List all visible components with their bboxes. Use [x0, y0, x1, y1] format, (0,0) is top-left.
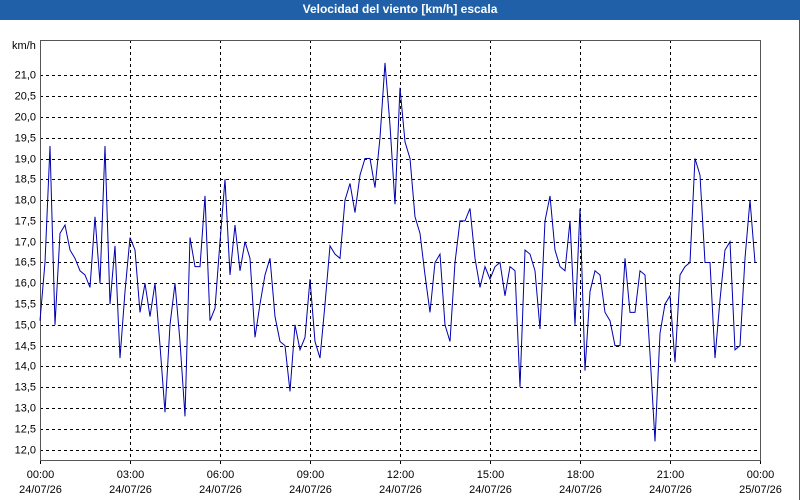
data-line — [39, 62, 756, 442]
x-tick-label: 09:00 — [297, 469, 325, 481]
x-tick-label: 12:00 — [387, 469, 415, 481]
y-tick-label: 16,0 — [15, 277, 36, 289]
y-tick-label: 15,5 — [15, 298, 36, 310]
x-tick-label: 15:00 — [477, 469, 505, 481]
chart-title: Velocidad del viento [km/h] escala — [303, 2, 498, 16]
y-tick-label: 20,0 — [15, 111, 36, 123]
y-tick-label: 18,5 — [15, 173, 36, 185]
x-tick-date: 24/07/26 — [379, 484, 422, 496]
y-tick-label: 17,5 — [15, 215, 36, 227]
x-tick-date: 25/07/26 — [739, 484, 782, 496]
x-tick-date: 24/07/26 — [19, 484, 62, 496]
y-tick-label: 13,5 — [15, 381, 36, 393]
y-tick-label: 18,0 — [15, 194, 36, 206]
x-tick-date: 24/07/26 — [199, 484, 242, 496]
y-tick-label: 19,0 — [15, 153, 36, 165]
y-tick-label: 14,5 — [15, 340, 36, 352]
y-tick-label: 12,5 — [15, 423, 36, 435]
plot-frame — [40, 40, 761, 461]
x-tick-label: 18:00 — [567, 469, 595, 481]
y-tick-label: 21,0 — [15, 69, 36, 81]
x-tick-label: 00:00 — [27, 469, 55, 481]
x-tick-label: 03:00 — [117, 469, 145, 481]
y-tick-label: 14,0 — [15, 360, 36, 372]
y-tick-label: 16,5 — [15, 256, 36, 268]
x-tick-label: 00:00 — [747, 469, 775, 481]
x-tick-date: 24/07/26 — [289, 484, 332, 496]
x-tick-date: 24/07/26 — [469, 484, 512, 496]
y-tick-label: 15,0 — [15, 319, 36, 331]
y-tick-label: 19,5 — [15, 132, 36, 144]
y-tick-label: 12,0 — [15, 444, 36, 456]
y-axis-label: km/h — [12, 40, 36, 52]
x-tick-date: 24/07/26 — [109, 484, 152, 496]
x-tick-label: 06:00 — [207, 469, 235, 481]
y-tick-label: 20,5 — [15, 90, 36, 102]
x-tick-label: 21:00 — [657, 469, 685, 481]
y-tick-label: 17,0 — [15, 236, 36, 248]
x-tick-date: 24/07/26 — [559, 484, 602, 496]
x-tick-date: 24/07/26 — [649, 484, 692, 496]
y-tick-label: 13,0 — [15, 402, 36, 414]
title-bar — [0, 0, 800, 20]
